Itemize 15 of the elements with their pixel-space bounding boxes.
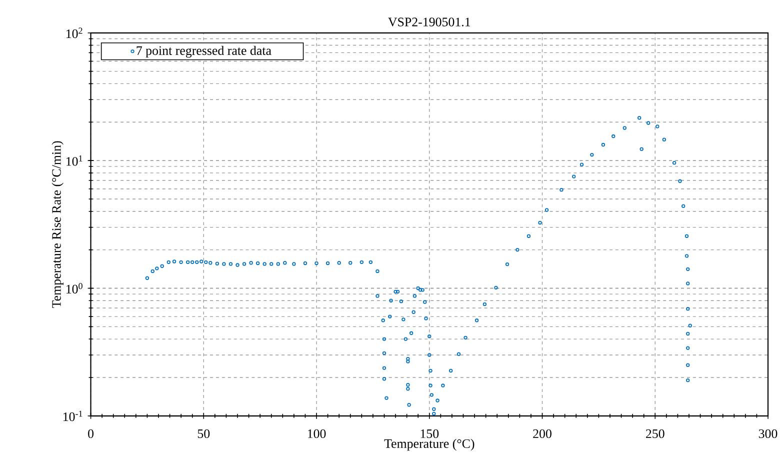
legend-label: 7 point regressed rate data <box>136 46 272 58</box>
y-axis-title: Temperature Rise Rate (°C/min) <box>52 141 64 308</box>
x-tick-label: 50 <box>198 429 210 438</box>
chart-title: VSP2-190501.1 <box>388 18 470 27</box>
x-tick-label: 100 <box>308 429 326 438</box>
x-tick-label: 300 <box>758 429 778 438</box>
x-axis-title: Temperature (°C) <box>384 439 474 451</box>
x-tick-label: 250 <box>646 429 664 438</box>
y-tick-label: 10$^{0}$ <box>66 283 82 294</box>
x-tick-label: 0 <box>88 429 94 438</box>
y-tick-label: 10$^{1}$ <box>66 155 82 166</box>
x-tick-label: 150 <box>420 429 439 438</box>
y-tick-label: 10$^{2}$ <box>66 28 82 38</box>
y-tick-label: 10$^{-1}$ <box>63 410 82 422</box>
x-tick-label: 200 <box>533 429 552 438</box>
